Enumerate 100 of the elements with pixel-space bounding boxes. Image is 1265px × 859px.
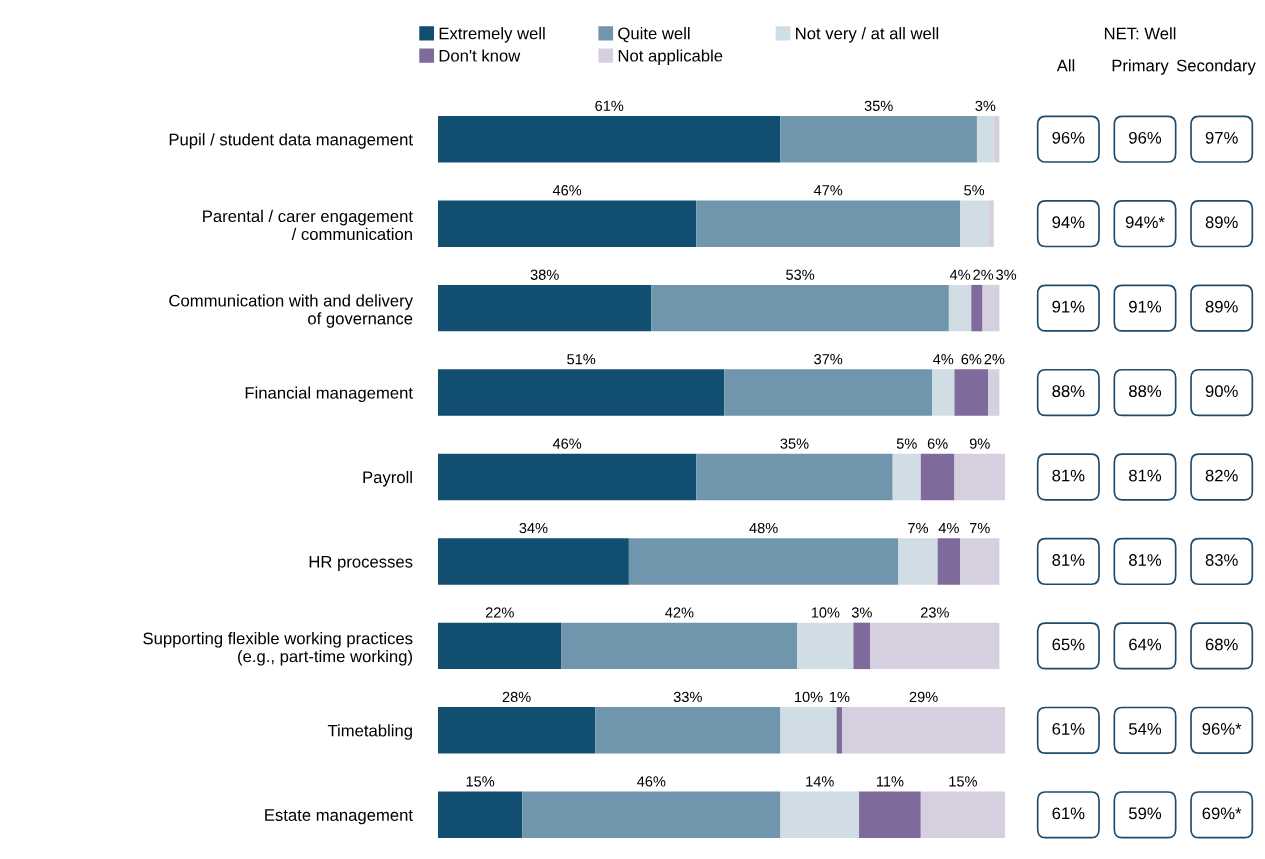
legend-label: Quite well: [618, 27, 690, 43]
legend-label: Extremely well: [439, 27, 545, 43]
text: NET: Well: [1104, 27, 1176, 40]
bar: [898, 538, 938, 585]
bar: [438, 116, 781, 163]
data-label: 2%: [984, 354, 1005, 365]
bar: [853, 622, 871, 670]
data-label: 23%: [920, 607, 949, 618]
text: 68%: [1205, 638, 1238, 651]
text: 94%: [1052, 216, 1085, 229]
bar: [561, 622, 798, 670]
text: 65%: [1052, 638, 1085, 651]
y-tick-label: Timetabling: [327, 724, 412, 740]
legend-label: Don't know: [439, 49, 521, 62]
bar: [976, 116, 994, 163]
bar: [920, 453, 955, 501]
text: 91%: [1052, 300, 1085, 313]
bar: [971, 284, 983, 332]
text: 64%: [1129, 638, 1162, 651]
data-label: 34%: [519, 522, 548, 534]
text: 88%: [1129, 385, 1162, 398]
data-label: 22%: [485, 607, 514, 618]
bar: [920, 791, 1005, 838]
data-label: 51%: [567, 354, 596, 365]
bar: [438, 622, 562, 670]
text: 89%: [1205, 216, 1238, 229]
data-label: 1%: [829, 691, 850, 703]
bar: [438, 538, 629, 585]
bar: [780, 791, 860, 838]
data-label: 5%: [964, 185, 985, 196]
bar: [628, 538, 899, 585]
data-label: 28%: [502, 691, 531, 703]
bar: [780, 707, 837, 754]
y-tick-label: Supporting flexible working practices (e.g., part-time working): [143, 632, 413, 666]
data-label: 61%: [595, 100, 624, 112]
bar: [988, 200, 994, 247]
data-label: 10%: [811, 607, 840, 618]
text: 61%: [1052, 723, 1085, 735]
bar: [438, 453, 697, 501]
data-label: 37%: [814, 354, 843, 365]
data-label: 46%: [552, 185, 582, 196]
bar: [937, 538, 961, 585]
data-label: 15%: [949, 776, 977, 787]
text: 81%: [1129, 469, 1162, 482]
data-label: 6%: [961, 354, 982, 365]
text: 83%: [1205, 554, 1238, 566]
data-label: 38%: [530, 269, 559, 280]
data-label: 14%: [806, 776, 834, 787]
text: 96%*: [1202, 723, 1242, 735]
text: 89%: [1205, 300, 1238, 313]
bar: [438, 791, 523, 838]
bar: [438, 369, 725, 416]
text: 82%: [1205, 469, 1238, 482]
data-label: 3%: [996, 269, 1017, 280]
category-label: Secondary: [1176, 59, 1256, 75]
bar: [892, 453, 921, 501]
data-label: 10%: [795, 691, 823, 703]
bar: [696, 200, 961, 247]
data-label: 46%: [552, 438, 582, 449]
y-tick-label: Estate management: [265, 809, 413, 825]
category-label: All: [1056, 59, 1075, 72]
data-label: 42%: [665, 607, 694, 618]
text: 88%: [1052, 385, 1085, 398]
data-label: 6%: [927, 438, 948, 449]
text: 59%: [1128, 807, 1162, 820]
bar: [651, 284, 949, 332]
data-label: 9%: [969, 438, 990, 449]
bar: [842, 707, 1005, 754]
text: 81%: [1052, 554, 1085, 566]
text: 97%: [1205, 131, 1238, 144]
category-label: Primary: [1112, 59, 1169, 75]
data-label: 46%: [637, 776, 666, 787]
bar: [797, 622, 854, 670]
data-label: 4%: [933, 354, 954, 365]
text: 54%: [1128, 723, 1162, 735]
bar: [522, 791, 781, 838]
text: 96%: [1129, 131, 1162, 144]
legend-label: Not very / at all well: [796, 27, 939, 43]
data-label: 2%: [973, 269, 994, 280]
data-label: 29%: [909, 691, 938, 703]
data-label: 35%: [864, 100, 893, 112]
text: 91%: [1129, 300, 1162, 313]
bar: [595, 707, 781, 754]
bar: [696, 453, 893, 501]
legend-label: Not applicable: [618, 49, 723, 65]
data-label: 5%: [896, 438, 917, 449]
text: 81%: [1129, 554, 1162, 566]
bar: [960, 200, 989, 247]
bar: [438, 200, 697, 247]
data-label: 3%: [851, 607, 872, 618]
bar: [982, 284, 1000, 332]
text: 81%: [1052, 469, 1085, 482]
text: 94%*: [1125, 216, 1165, 229]
bar: [438, 707, 596, 754]
y-tick-label: Pupil / student data management: [169, 133, 413, 149]
text: 96%: [1052, 131, 1085, 144]
data-label: 7%: [969, 522, 990, 534]
bar: [948, 284, 972, 332]
data-label: 11%: [876, 776, 904, 787]
data-label: 33%: [673, 691, 702, 703]
